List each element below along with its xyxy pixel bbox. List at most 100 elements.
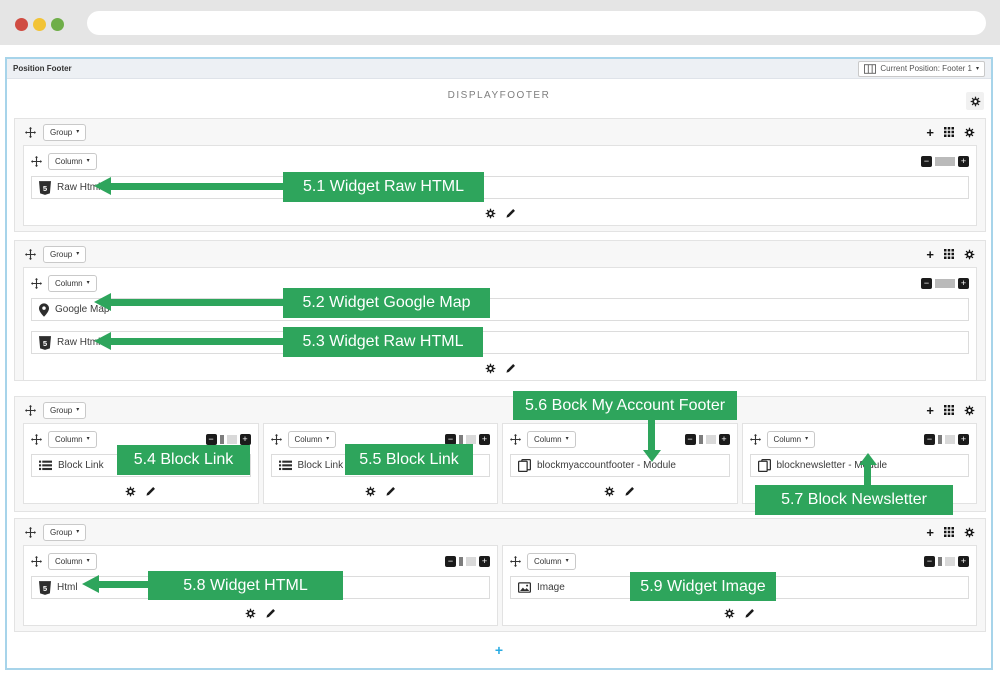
column-menu-button[interactable]: Column ▾	[287, 430, 337, 448]
map-marker-icon	[39, 303, 49, 317]
gear-icon[interactable]	[125, 486, 136, 497]
grow-column-button[interactable]: +	[239, 433, 251, 445]
column-width-handle[interactable]	[459, 556, 463, 566]
pencil-icon[interactable]	[505, 363, 516, 374]
column-width-handle[interactable]	[938, 556, 942, 566]
list-icon	[39, 460, 52, 471]
shrink-column-button[interactable]: −	[921, 155, 932, 167]
column-width-handle[interactable]	[698, 434, 703, 444]
column-width-handle[interactable]	[705, 434, 716, 444]
column-width-handle[interactable]	[945, 556, 955, 566]
gear-icon[interactable]	[964, 249, 975, 260]
add-column-icon[interactable]: +	[926, 524, 934, 540]
move-icon[interactable]	[31, 278, 42, 289]
column-width-handle[interactable]	[935, 278, 955, 288]
move-icon[interactable]	[750, 434, 761, 445]
pencil-icon[interactable]	[145, 486, 156, 497]
shrink-column-button[interactable]: −	[445, 555, 456, 567]
add-column-icon[interactable]: +	[926, 402, 934, 418]
grow-column-button[interactable]: +	[958, 155, 969, 167]
widget-raw-html[interactable]: Raw Html	[31, 176, 969, 199]
group-menu-button[interactable]: Group ▾	[43, 523, 87, 541]
move-icon[interactable]	[25, 127, 36, 138]
pencil-icon[interactable]	[624, 486, 635, 497]
pencil-icon[interactable]	[265, 608, 276, 619]
grow-column-button[interactable]: +	[718, 433, 730, 445]
close-window-button[interactable]	[15, 18, 28, 31]
column-width-handle[interactable]	[466, 434, 476, 444]
column-width-handle[interactable]	[935, 156, 955, 166]
column-width-handle[interactable]	[459, 434, 463, 444]
add-row-button[interactable]: +	[494, 642, 504, 658]
move-icon[interactable]	[31, 434, 42, 445]
widget-raw-html[interactable]: Raw Html	[31, 331, 969, 354]
column-width-handle[interactable]	[219, 434, 224, 444]
shrink-column-button[interactable]: −	[205, 433, 217, 445]
shrink-column-button[interactable]: −	[445, 433, 456, 445]
group-menu-button[interactable]: Group ▾	[43, 245, 87, 263]
move-icon[interactable]	[25, 249, 36, 260]
annotation-arrow-shaft	[648, 420, 655, 450]
current-position-button[interactable]: Current Position: Footer 1 ▾	[858, 60, 985, 77]
grid-icon[interactable]	[944, 127, 954, 137]
shrink-column-button[interactable]: −	[924, 555, 935, 567]
grow-column-button[interactable]: +	[479, 555, 490, 567]
column-width-handle[interactable]	[938, 434, 942, 444]
gear-icon[interactable]	[485, 363, 496, 374]
group-menu-button[interactable]: Group ▾	[43, 123, 87, 141]
shrink-column-button[interactable]: −	[924, 433, 935, 445]
position-settings-button[interactable]	[966, 92, 984, 110]
gear-icon[interactable]	[964, 127, 975, 138]
pencil-icon[interactable]	[505, 208, 516, 219]
move-icon[interactable]	[25, 405, 36, 416]
column-menu-button[interactable]: Column ▾	[527, 552, 576, 570]
column-menu-button[interactable]: Column ▾	[48, 274, 97, 292]
gear-icon[interactable]	[964, 405, 975, 416]
group-menu-button[interactable]: Group ▾	[43, 401, 87, 419]
add-row-container: +	[7, 642, 991, 660]
annotation-arrow-shaft	[111, 299, 283, 306]
grow-column-button[interactable]: +	[958, 277, 969, 289]
column-menu-button[interactable]: Column ▾	[48, 430, 97, 448]
module-icon	[518, 459, 531, 472]
column-menu-button[interactable]: Column ▾	[48, 152, 97, 170]
move-icon[interactable]	[271, 434, 282, 445]
grid-icon[interactable]	[944, 249, 954, 259]
gear-icon[interactable]	[964, 527, 975, 538]
gear-icon[interactable]	[724, 608, 735, 619]
move-icon[interactable]	[31, 556, 42, 567]
column-menu-button[interactable]: Column ▾	[766, 430, 816, 448]
gear-icon[interactable]	[245, 608, 256, 619]
move-icon[interactable]	[25, 527, 36, 538]
minimize-window-button[interactable]	[33, 18, 46, 31]
grid-icon[interactable]	[944, 405, 954, 415]
chevron-down-icon: ▾	[86, 280, 90, 286]
grow-column-button[interactable]: +	[479, 433, 490, 445]
position-footer-panel: Position Footer Current Position: Footer…	[5, 57, 993, 670]
gear-icon[interactable]	[485, 208, 496, 219]
column-menu-button[interactable]: Column ▾	[48, 552, 97, 570]
maximize-window-button[interactable]	[51, 18, 64, 31]
shrink-column-button[interactable]: −	[921, 277, 932, 289]
column-width-handle[interactable]	[945, 434, 955, 444]
gear-icon[interactable]	[365, 486, 376, 497]
pencil-icon[interactable]	[744, 608, 755, 619]
shrink-column-button[interactable]: −	[684, 433, 696, 445]
add-column-icon[interactable]: +	[926, 246, 934, 262]
url-bar[interactable]	[87, 11, 986, 35]
widget-blockmyaccountfooter-module[interactable]: blockmyaccountfooter - Module	[510, 454, 730, 477]
grid-icon[interactable]	[944, 527, 954, 537]
chevron-down-icon: ▾	[76, 407, 80, 413]
column-width-handle[interactable]	[466, 556, 476, 566]
gear-icon[interactable]	[604, 486, 615, 497]
arrow-up-icon	[859, 453, 877, 465]
column-width-handle[interactable]	[226, 434, 237, 444]
column-menu-button[interactable]: Column ▾	[527, 430, 576, 448]
move-icon[interactable]	[510, 434, 521, 445]
move-icon[interactable]	[31, 156, 42, 167]
pencil-icon[interactable]	[385, 486, 396, 497]
move-icon[interactable]	[510, 556, 521, 567]
grow-column-button[interactable]: +	[958, 433, 969, 445]
add-column-icon[interactable]: +	[926, 124, 934, 140]
grow-column-button[interactable]: +	[958, 555, 969, 567]
